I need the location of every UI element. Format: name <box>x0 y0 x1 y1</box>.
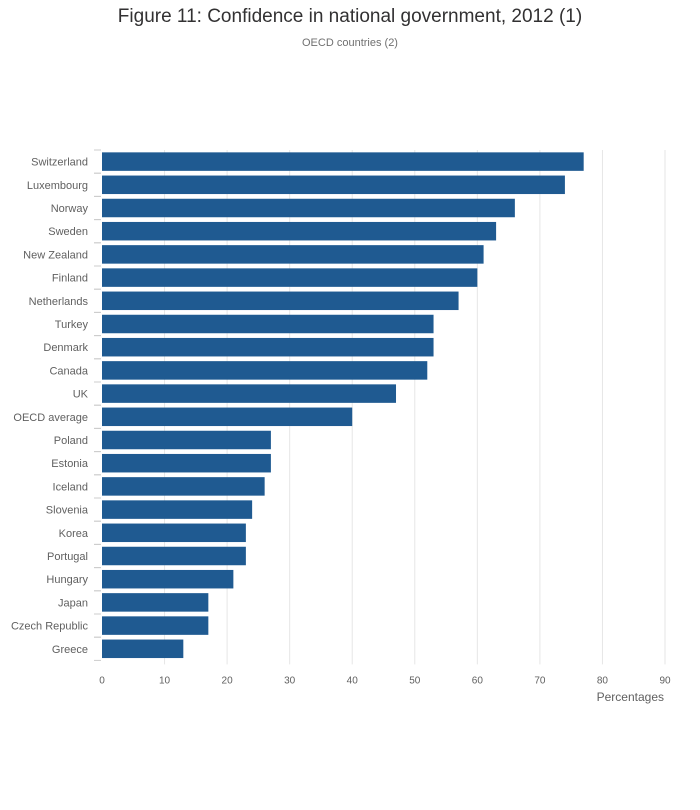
bars <box>102 152 584 659</box>
y-tick-label: Japan <box>58 597 88 609</box>
y-tick-label: Luxembourg <box>27 180 88 192</box>
bar <box>102 500 253 519</box>
y-tick-label: Finland <box>52 273 88 285</box>
y-tick-label: Czech Republic <box>11 621 89 633</box>
x-tick-label: 30 <box>284 675 296 686</box>
x-tick-label: 0 <box>99 675 105 686</box>
bar <box>102 221 497 241</box>
x-tick-label: 40 <box>347 675 359 686</box>
bar <box>102 361 428 380</box>
y-tick-label: Greece <box>52 644 88 656</box>
x-axis-title: Percentages <box>597 690 664 704</box>
y-tick-label: UK <box>73 389 89 401</box>
x-tick-label: 80 <box>597 675 609 686</box>
x-tick-label: 70 <box>534 675 546 686</box>
y-tick-label: Sweden <box>48 226 88 238</box>
x-tick-label: 90 <box>659 675 671 686</box>
bar <box>102 477 265 496</box>
y-tick-label: Turkey <box>55 319 89 331</box>
bar <box>102 593 209 612</box>
bar <box>102 407 353 427</box>
y-tick-label: Iceland <box>53 481 88 493</box>
chart-subtitle: OECD countries (2) <box>302 37 398 49</box>
x-tick-label: 50 <box>409 675 421 686</box>
bar <box>102 616 209 635</box>
y-tick-label: Netherlands <box>29 296 89 308</box>
y-tick-label: Korea <box>59 528 89 540</box>
bar <box>102 453 271 473</box>
x-axis-ticks: 0 10 20 30 40 50 60 70 80 90 <box>99 675 671 686</box>
bar <box>102 384 397 403</box>
y-tick-label: Estonia <box>51 458 89 470</box>
bar <box>102 268 478 287</box>
y-tick-label: Slovenia <box>46 505 89 517</box>
bar <box>102 546 246 566</box>
x-tick-label: 60 <box>472 675 484 686</box>
y-tick-label: Denmark <box>43 342 88 354</box>
bar <box>102 245 484 264</box>
x-tick-label: 10 <box>159 675 171 686</box>
bar <box>102 152 584 171</box>
bar <box>102 314 434 334</box>
y-axis-ticks: Switzerland Luxembourg Norway Sweden New Zea… <box>11 149 101 661</box>
y-tick-label: OECD average <box>13 412 88 424</box>
bar <box>102 639 184 659</box>
y-tick-label: Norway <box>51 203 89 215</box>
chart-title: Figure 11: Confidence in national govern… <box>117 6 583 27</box>
bar <box>102 430 271 450</box>
x-tick-label: 20 <box>222 675 234 686</box>
bar <box>102 523 246 543</box>
bar <box>102 291 459 311</box>
y-tick-label: Poland <box>54 435 88 447</box>
bar <box>102 337 434 357</box>
y-tick-label: Canada <box>49 365 88 377</box>
bar <box>102 569 234 589</box>
y-tick-label: Hungary <box>46 574 88 586</box>
y-tick-label: New Zealand <box>23 249 88 261</box>
y-tick-label: Portugal <box>47 551 88 563</box>
bar <box>102 198 515 218</box>
bar <box>102 175 565 195</box>
y-tick-label: Switzerland <box>31 157 88 169</box>
